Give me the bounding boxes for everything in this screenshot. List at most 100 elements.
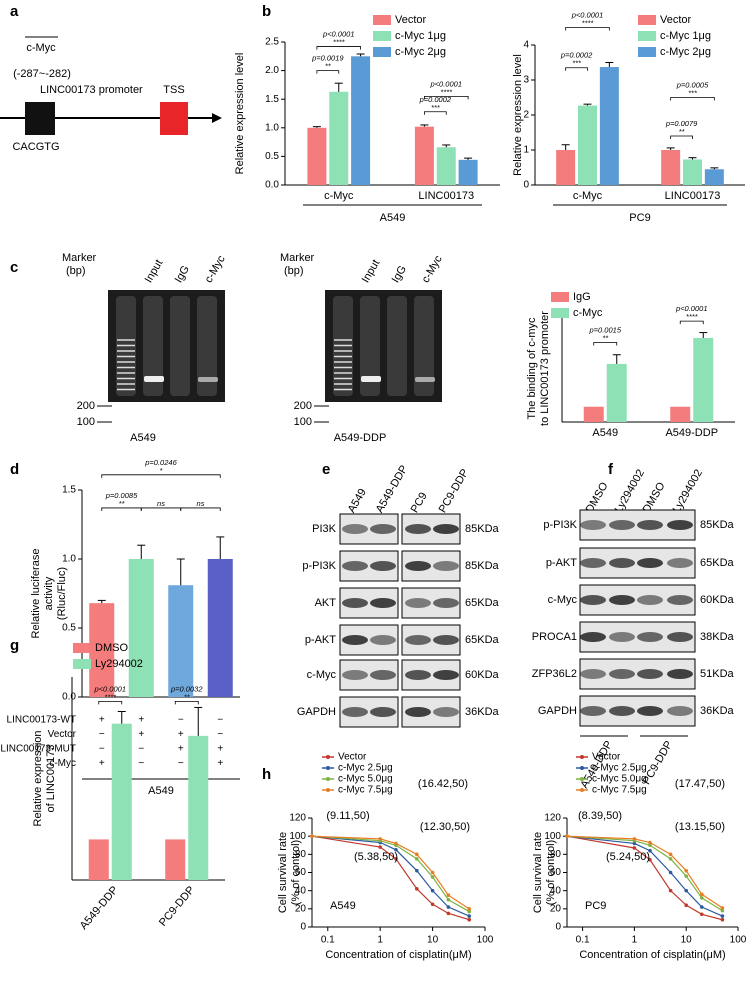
x-axis-label: A549 bbox=[380, 212, 406, 224]
gel-lane bbox=[387, 296, 407, 396]
data-point bbox=[310, 834, 314, 838]
cmyc-band bbox=[415, 377, 435, 382]
motif-label: CACGTG bbox=[12, 141, 59, 153]
data-point bbox=[699, 892, 704, 897]
y-tick-label: 3 bbox=[523, 75, 529, 86]
blot-row-label: AKT bbox=[315, 597, 337, 609]
blot-band bbox=[433, 561, 459, 571]
y-axis-label: (% of control) bbox=[290, 840, 302, 905]
significance-bracket bbox=[174, 700, 199, 705]
data-point bbox=[720, 908, 725, 913]
significance-bracket bbox=[316, 70, 340, 74]
x-tick-label: c-Myc bbox=[573, 190, 603, 202]
significance-bracket bbox=[98, 700, 123, 705]
legend-label: c-Myc 1μg bbox=[395, 30, 446, 42]
x-axis-label: A549 bbox=[148, 785, 174, 797]
significance-stars: ** bbox=[602, 333, 609, 342]
bar bbox=[128, 559, 154, 697]
data-point bbox=[648, 857, 652, 862]
y-tick-label: 2.5 bbox=[265, 37, 279, 48]
blot-row-label: GAPDH bbox=[297, 706, 336, 718]
x-tick-label: 0.1 bbox=[321, 935, 335, 946]
bar bbox=[307, 127, 327, 185]
ic50-label: (9.11,50) bbox=[326, 810, 369, 822]
blot-band bbox=[667, 520, 693, 530]
x-tick-label: 100 bbox=[477, 935, 494, 946]
blot-band bbox=[637, 558, 663, 568]
y-tick-label: 80 bbox=[295, 849, 307, 860]
data-point bbox=[648, 843, 652, 848]
gel-lane-label: IgG bbox=[173, 264, 192, 285]
gel-lane-label: c-Myc bbox=[203, 253, 228, 285]
p-value: p=0.0019 bbox=[311, 54, 344, 63]
gel-lane-label: Input bbox=[143, 258, 166, 285]
legend-dot bbox=[326, 766, 330, 770]
significance-stars: *** bbox=[688, 88, 698, 97]
blot-band bbox=[580, 669, 606, 679]
legend-label: c-Myc 5.0μg bbox=[338, 774, 393, 785]
y-axis-label: Relative expression level bbox=[234, 53, 246, 175]
x-tick-label: 10 bbox=[681, 935, 693, 946]
legend-dot bbox=[326, 777, 330, 781]
y-tick-label: 0 bbox=[555, 922, 561, 933]
bar bbox=[188, 735, 209, 880]
blot-band bbox=[342, 670, 368, 680]
blot-lane-label: A549 bbox=[346, 487, 369, 515]
bar bbox=[111, 723, 132, 880]
data-point bbox=[467, 914, 472, 918]
blot-row-label: ZFP36L2 bbox=[532, 668, 577, 680]
y-tick-label: 1.0 bbox=[265, 122, 279, 133]
blot-lane-label: PC9 bbox=[409, 490, 430, 515]
site-position: (-287~-282) bbox=[13, 68, 71, 80]
y-tick-label: 2.0 bbox=[265, 65, 279, 76]
table-mark: − bbox=[138, 744, 144, 755]
legend-swatch bbox=[73, 643, 91, 653]
x-tick-label: A549 bbox=[592, 427, 618, 439]
blot-band bbox=[433, 670, 459, 680]
data-point bbox=[720, 914, 725, 918]
table-mark: − bbox=[217, 715, 223, 726]
blot-row-label: GAPDH bbox=[538, 705, 577, 717]
ic50-label: (17.47,50) bbox=[675, 778, 725, 790]
table-row-label: LINC00173-WT bbox=[7, 715, 76, 726]
significance-bracket bbox=[670, 135, 693, 139]
table-mark: − bbox=[99, 729, 105, 740]
gel-lane bbox=[197, 296, 217, 396]
y-tick-label: 20 bbox=[550, 903, 562, 914]
y-tick-label: 1.5 bbox=[265, 94, 279, 105]
y-axis-label: Relative luciferase bbox=[30, 549, 42, 639]
significance-stars: **** bbox=[582, 18, 595, 27]
blot-band bbox=[637, 632, 663, 642]
panel-label: f bbox=[608, 461, 614, 478]
blot-lane-label: PC9-DDP bbox=[437, 467, 472, 515]
y-tick-label: 1.0 bbox=[62, 554, 76, 565]
significance-bracket bbox=[565, 67, 588, 71]
data-point bbox=[394, 857, 398, 861]
blot-band bbox=[667, 558, 693, 568]
blot-band bbox=[667, 706, 693, 716]
bar bbox=[606, 363, 627, 422]
y-tick-label: 120 bbox=[544, 813, 561, 824]
y-axis-label: activity bbox=[43, 576, 55, 610]
legend-dot bbox=[580, 755, 584, 759]
legend-label: Vector bbox=[338, 752, 367, 763]
blot-band bbox=[580, 632, 606, 642]
legend-label: c-Myc 1μg bbox=[660, 30, 711, 42]
p-value: p=0.0079 bbox=[665, 119, 698, 128]
x-tick-label: 10 bbox=[427, 935, 439, 946]
blot-band bbox=[609, 706, 635, 716]
table-mark: + bbox=[178, 729, 184, 740]
blot-size-label: 65KDa bbox=[465, 597, 500, 609]
table-mark: − bbox=[178, 758, 184, 769]
bar bbox=[583, 406, 604, 422]
y-axis-label: The binding of c-myc bbox=[526, 317, 538, 420]
y-axis-label: Relative expression bbox=[32, 731, 44, 827]
bar bbox=[165, 839, 186, 880]
data-point bbox=[684, 888, 688, 893]
blot-band bbox=[342, 707, 368, 717]
legend-dot bbox=[580, 788, 584, 792]
significance-bracket bbox=[180, 507, 221, 511]
blot-row-label: p-AKT bbox=[305, 634, 336, 646]
y-tick-label: 80 bbox=[550, 849, 562, 860]
p-value: p<0.0001 bbox=[322, 30, 355, 39]
